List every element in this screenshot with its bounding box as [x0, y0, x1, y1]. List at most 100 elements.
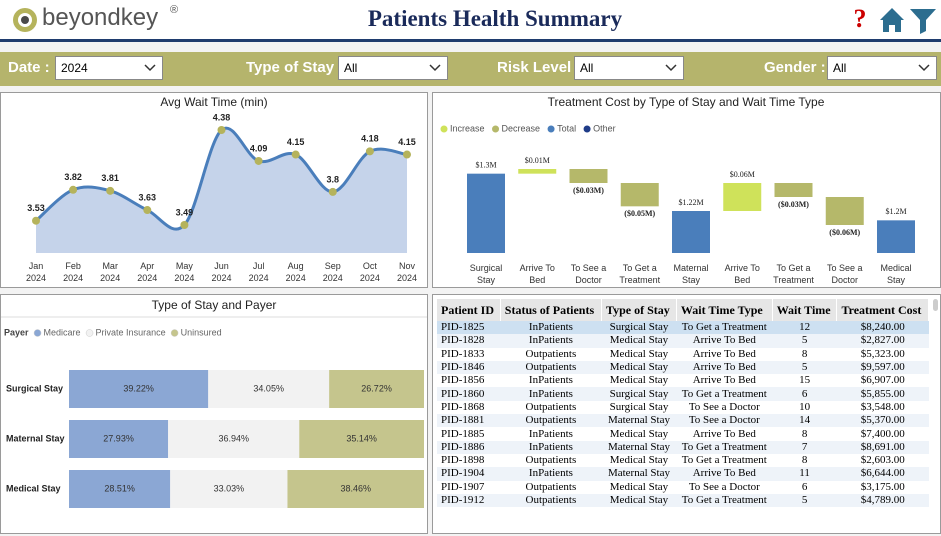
- legend-swatch: [440, 125, 448, 133]
- filter-label: Risk Level :: [497, 59, 581, 76]
- chart: Avg Wait Time (min) 3.53 3.82 3.81 3.63 3.49 4…: [27, 95, 416, 253]
- table-cell: To Get a Treatment: [681, 440, 767, 453]
- filter-dropdown[interactable]: All: [338, 56, 448, 80]
- x-tick-label: Nov 2024: [396, 261, 418, 283]
- table-row[interactable]: PID-1885 InPatients Medical Stay Arrive To …: [437, 427, 929, 440]
- wait-time-panel: Avg Wait Time (min) 3.53 3.82 3.81 3.63 3.49 4…: [0, 92, 428, 288]
- legend-label: Medicare: [44, 327, 81, 337]
- svg-text:?: ?: [854, 4, 867, 33]
- table-cell: Medical Stay: [609, 480, 669, 493]
- toolbar-icons[interactable]: ?: [848, 4, 938, 36]
- table-cell: InPatients: [528, 440, 573, 453]
- area: [36, 128, 407, 253]
- chevron-path: [665, 64, 677, 72]
- table-cell: To Get a Treatment: [681, 494, 767, 506]
- filter-dropdown[interactable]: All: [827, 56, 937, 80]
- table-cell: $2,603.00: [860, 454, 905, 467]
- table-row[interactable]: PID-1825 InPatients Surgical Stay To Get a …: [437, 321, 929, 335]
- table-row[interactable]: PID-1907 Outpatients Medical Stay To See a …: [437, 481, 929, 494]
- table-cell: $6,907.00: [860, 374, 905, 387]
- table-cell: 10: [799, 400, 811, 413]
- bar: [518, 169, 557, 174]
- y-tick-label: Surgical Stay: [6, 383, 63, 393]
- dropdown-value: 2024: [61, 61, 88, 75]
- value-label: ($0.03M): [778, 200, 809, 209]
- column-header[interactable]: Wait Time: [772, 299, 838, 321]
- column-header[interactable]: Type of Stay: [601, 299, 677, 321]
- bar: [723, 183, 762, 211]
- value-label: 3.81: [101, 173, 119, 183]
- table-cell: $8,691.00: [860, 440, 905, 453]
- legend-label: Decrease: [502, 123, 541, 133]
- table-cell: InPatients: [528, 374, 573, 387]
- table-cell: Maternal Stay: [607, 414, 670, 427]
- value-label: $0.06M: [730, 170, 755, 179]
- table-row[interactable]: PID-1912 Outpatients Medical Stay To Get a …: [437, 493, 929, 508]
- legend-swatch: [583, 125, 591, 133]
- value-label: $1.2M: [885, 207, 906, 216]
- marker: [291, 150, 300, 159]
- brand: beyondkey: [42, 4, 159, 31]
- column-header[interactable]: Treatment Cost: [836, 299, 929, 321]
- legend-swatch: [547, 125, 555, 133]
- table-cell: Outpatients: [525, 480, 577, 493]
- value-label: 4.15: [398, 137, 416, 147]
- legend-label: Other: [593, 123, 616, 133]
- table-cell: Arrive To Bed: [692, 361, 756, 374]
- table-cell: Arrive To Bed: [692, 347, 756, 360]
- table-cell: PID-1886: [441, 440, 485, 453]
- table-row[interactable]: PID-1868 Outpatients Surgical Stay To See a…: [437, 401, 929, 414]
- table-row[interactable]: PID-1833 Outpatients Medical Stay Arrive To…: [437, 348, 929, 361]
- value-label: 39.22%: [123, 383, 154, 393]
- x-tick-label: May 2024: [174, 261, 195, 283]
- table-cell: Outpatients: [525, 454, 577, 467]
- value-label: 3.82: [64, 172, 82, 182]
- legend-swatch: [33, 329, 42, 337]
- table-cell: $6,644.00: [860, 467, 905, 480]
- marker: [180, 221, 189, 229]
- table-cell: InPatients: [528, 387, 573, 400]
- x-tick-label: Medical Stay: [880, 263, 912, 285]
- chevron-path: [429, 64, 441, 72]
- payer-panel: Type of Stay and Payer Payer Medicare Priva…: [0, 294, 428, 534]
- table-cell: Medical Stay: [609, 347, 669, 360]
- table-row[interactable]: PID-1860 InPatients Surgical Stay To Get a …: [437, 387, 929, 401]
- table-cell: $2,827.00: [860, 334, 905, 347]
- table-row[interactable]: PID-1898 Outpatients Medical Stay To Get a …: [437, 454, 929, 467]
- table-row[interactable]: PID-1886 InPatients Maternal Stay To Get a …: [437, 440, 929, 454]
- table-row[interactable]: PID-1856 InPatients Medical Stay Arrive To …: [437, 374, 929, 387]
- marker: [254, 156, 263, 165]
- table-row[interactable]: PID-1904 InPatients Maternal Stay Arrive To…: [437, 467, 929, 481]
- table-cell: $3,175.00: [860, 480, 905, 493]
- table-head: Patient ID Status of Patients Type of Stay…: [437, 299, 929, 321]
- table-cell: Arrive To Bed: [692, 334, 756, 347]
- filter-dropdown[interactable]: 2024: [55, 56, 163, 80]
- table-cell: PID-1833: [441, 347, 485, 360]
- marker: [328, 187, 337, 196]
- table-cell: Medical Stay: [609, 494, 669, 506]
- table-cell: PID-1898: [441, 454, 485, 467]
- bar: [467, 173, 505, 253]
- bar-segment: [69, 370, 209, 408]
- table-cell: PID-1828: [441, 334, 485, 347]
- bar: [877, 220, 915, 253]
- column-header[interactable]: Status of Patients: [500, 299, 603, 321]
- table-row[interactable]: PID-1828 InPatients Medical Stay Arrive To …: [437, 334, 929, 348]
- table-cell: Outpatients: [525, 414, 577, 427]
- column-header[interactable]: Patient ID: [437, 299, 501, 321]
- filter-label: Type of Stay :: [246, 59, 344, 76]
- bar: [672, 211, 710, 253]
- filter-dropdown[interactable]: All: [574, 56, 684, 80]
- column-header[interactable]: Wait Time Type: [676, 299, 773, 321]
- table-cell: To Get a Treatment: [681, 321, 767, 334]
- table-cell: 6: [801, 480, 808, 493]
- table-cell: To See a Doctor: [688, 400, 760, 413]
- table-cell: 12: [799, 321, 811, 334]
- chevron: [665, 64, 677, 72]
- table-cell: 7: [801, 440, 808, 453]
- table-row[interactable]: PID-1846 Outpatients Medical Stay Arrive To…: [437, 360, 929, 375]
- table-row[interactable]: PID-1881 Outpatients Maternal Stay To See a…: [437, 414, 929, 428]
- table-cell: To Get a Treatment: [681, 387, 767, 400]
- x-tick-label: Aug 2024: [285, 261, 306, 283]
- marker: [217, 126, 226, 134]
